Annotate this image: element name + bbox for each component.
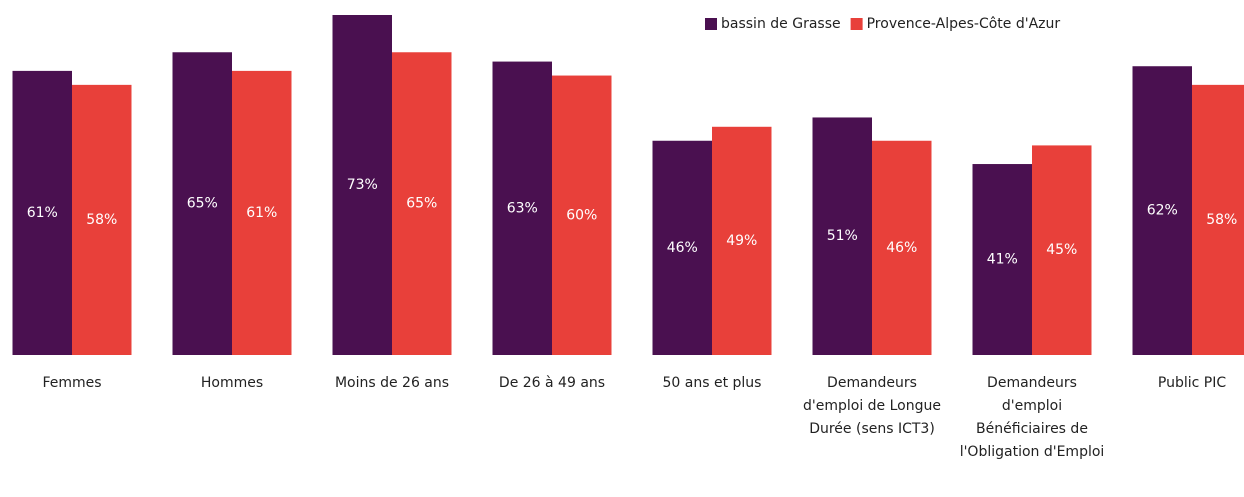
data-label: 49% bbox=[726, 233, 757, 249]
bar bbox=[1132, 66, 1192, 355]
data-label: 58% bbox=[1206, 212, 1237, 228]
data-label: 41% bbox=[987, 252, 1018, 268]
legend-swatch bbox=[705, 18, 717, 30]
legend-label: bassin de Grasse bbox=[721, 16, 841, 32]
data-label: 46% bbox=[667, 240, 698, 256]
data-label: 62% bbox=[1147, 203, 1178, 219]
bar bbox=[232, 70, 292, 355]
bar bbox=[872, 140, 932, 355]
data-label: 65% bbox=[406, 196, 437, 212]
x-tick-label: 50 ans et plus bbox=[662, 375, 762, 391]
legend-swatch bbox=[850, 18, 863, 30]
data-label: 58% bbox=[86, 212, 117, 228]
x-tick-label: Demandeurs d'emploi Bénéficiaires de l'O… bbox=[959, 375, 1105, 460]
data-label: 45% bbox=[1046, 242, 1077, 258]
data-label: 51% bbox=[827, 228, 858, 244]
bar bbox=[172, 52, 232, 355]
bar bbox=[1192, 84, 1244, 356]
x-tick-label: Femmes bbox=[42, 375, 102, 391]
bar bbox=[652, 140, 712, 355]
bar bbox=[392, 52, 452, 355]
x-tick-label: Demandeurs d'emploi de Longue Durée (sen… bbox=[803, 375, 941, 437]
data-label: 65% bbox=[187, 196, 218, 212]
x-tick-label: Public PIC bbox=[1157, 375, 1227, 391]
data-label: 60% bbox=[566, 207, 597, 223]
bar bbox=[332, 15, 392, 355]
bar bbox=[972, 164, 1032, 355]
data-label: 46% bbox=[886, 240, 917, 256]
bar bbox=[1032, 145, 1092, 355]
x-tick-label: Moins de 26 ans bbox=[334, 375, 450, 391]
data-label: 73% bbox=[347, 177, 378, 193]
x-tick-label: Hommes bbox=[200, 375, 264, 391]
data-label: 63% bbox=[507, 200, 538, 216]
x-tick-label: De 26 à 49 ans bbox=[498, 375, 606, 391]
bar bbox=[12, 70, 72, 355]
bar bbox=[492, 61, 552, 355]
bar bbox=[552, 75, 612, 355]
bar bbox=[812, 117, 872, 355]
bar bbox=[72, 84, 132, 356]
data-label: 61% bbox=[246, 205, 277, 221]
legend-label: Provence-Alpes-Côte d'Azur bbox=[867, 16, 1061, 32]
data-label: 61% bbox=[27, 205, 58, 221]
bar bbox=[712, 126, 772, 355]
